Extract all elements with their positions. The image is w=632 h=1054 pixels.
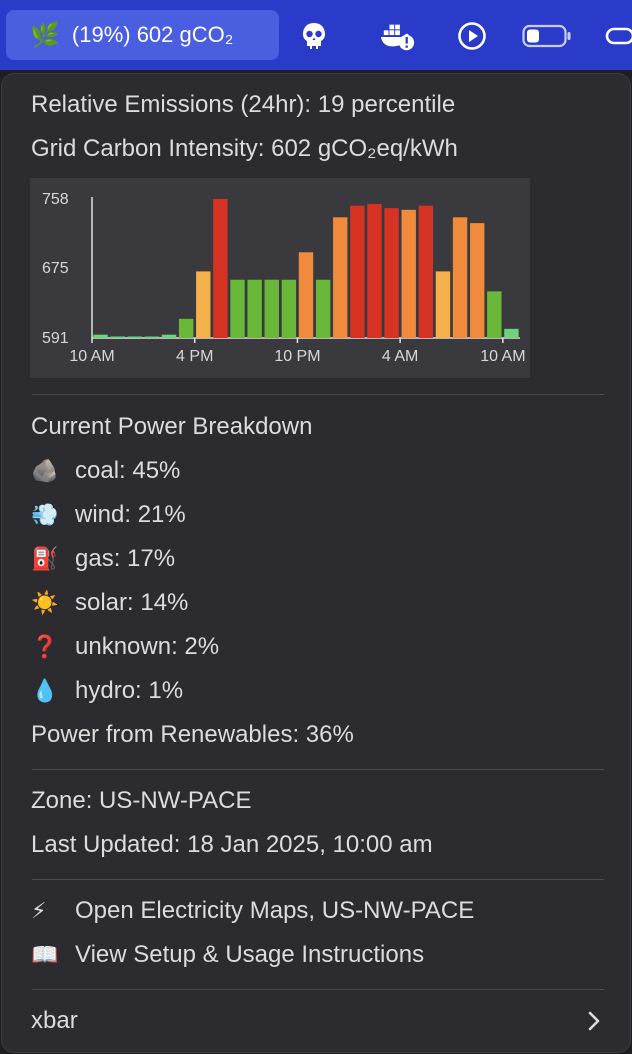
docker-alert-icon[interactable]: [380, 18, 416, 54]
view-instructions-item[interactable]: 📖 View Setup & Usage Instructions: [31, 940, 424, 970]
breakdown-label: coal: 45%: [75, 457, 181, 484]
zone-item[interactable]: Zone: US-NW-PACE: [31, 787, 252, 814]
chart-bar: [127, 336, 142, 338]
separator: [32, 769, 604, 770]
separator: [32, 989, 604, 990]
breakdown-item-hydro[interactable]: 💧 hydro: 1%: [31, 676, 183, 706]
chart-bar: [298, 252, 314, 338]
chart-x-tick-label: 10 AM: [69, 348, 114, 365]
chart-bar: [230, 279, 245, 338]
chart-bar: [384, 208, 399, 338]
wind-icon: 💨: [31, 502, 59, 527]
chart-bar: [487, 291, 502, 338]
chart-y-tick-label: 591: [42, 330, 69, 347]
chart-bar: [350, 205, 365, 338]
dropdown-menu: Relative Emissions (24hr): 19 percentile…: [2, 74, 630, 1052]
chart-bar: [315, 279, 331, 338]
breakdown-label: gas: 17%: [75, 545, 176, 572]
question-mark-icon: ❓: [31, 634, 59, 659]
skull-icon[interactable]: [296, 18, 332, 54]
chart-x-tick-label: 4 AM: [382, 348, 418, 365]
chart-bar: [401, 209, 416, 338]
droplet-icon: 💧: [31, 678, 59, 703]
breakdown-item-coal[interactable]: 🪨 coal: 45%: [31, 456, 180, 486]
chart-bar: [281, 279, 297, 338]
chart-x-tick-label: 10 PM: [274, 348, 320, 365]
chevron-right-icon[interactable]: [584, 1009, 604, 1033]
menu-bar: 🌿 (19%) 602 gCO₂: [0, 0, 632, 70]
rock-icon: 🪨: [31, 458, 59, 483]
play-circle-icon[interactable]: [454, 18, 490, 54]
chart-y-tick-label: 675: [42, 260, 69, 277]
breakdown-label: hydro: 1%: [75, 677, 184, 704]
open-electricity-maps-item[interactable]: ⚡ Open Electricity Maps, US-NW-PACE: [31, 896, 474, 926]
breakdown-label: solar: 14%: [75, 589, 189, 616]
chart-bar: [178, 318, 194, 338]
action-label: Open Electricity Maps, US-NW-PACE: [75, 897, 475, 924]
chart-x-tick-label: 4 PM: [176, 348, 213, 365]
chart-bar: [435, 271, 451, 338]
chart-bar: [213, 199, 228, 338]
chart-bar: [196, 271, 211, 338]
chart-x-tick-label: 10 AM: [480, 348, 525, 365]
battery-icon[interactable]: [522, 18, 572, 54]
chart-bar: [504, 328, 519, 338]
breakdown-label: unknown: 2%: [75, 633, 220, 660]
chart-bar: [161, 334, 177, 338]
carbon-status-menu-item[interactable]: 🌿 (19%) 602 gCO₂: [6, 10, 279, 60]
chart-bar: [418, 205, 434, 338]
chart-bar: [264, 279, 279, 338]
book-icon: 📖: [31, 942, 59, 967]
fuel-pump-icon: ⛽: [31, 546, 59, 571]
breakdown-label: wind: 21%: [75, 501, 186, 528]
chart-bar: [367, 203, 382, 338]
relative-emissions-item[interactable]: Relative Emissions (24hr): 19 percentile: [31, 91, 456, 118]
chart-bar: [144, 336, 160, 338]
xbar-item[interactable]: xbar: [31, 1007, 78, 1034]
breakdown-title: Current Power Breakdown: [31, 413, 313, 440]
chart-bar: [452, 217, 468, 338]
link-icon[interactable]: [604, 18, 632, 54]
sun-icon: ☀️: [31, 590, 59, 615]
breakdown-item-wind[interactable]: 💨 wind: 21%: [31, 500, 186, 530]
breakdown-item-unknown[interactable]: ❓ unknown: 2%: [31, 632, 219, 662]
separator: [32, 394, 604, 395]
action-label: View Setup & Usage Instructions: [75, 941, 425, 968]
chart-bar: [470, 223, 485, 338]
chart-bar: [93, 334, 108, 338]
chart-bar: [110, 336, 125, 338]
separator: [32, 879, 604, 880]
chart-bar: [333, 217, 348, 338]
grid-intensity-item[interactable]: Grid Carbon Intensity: 602 gCO₂eq/kWh: [31, 135, 458, 162]
breakdown-item-gas[interactable]: ⛽ gas: 17%: [31, 544, 175, 574]
chart-y-tick-label: 758: [42, 191, 69, 208]
chart-bar: [247, 279, 262, 338]
lightning-icon: ⚡: [31, 898, 47, 923]
breakdown-item-solar[interactable]: ☀️ solar: 14%: [31, 588, 188, 618]
last-updated-item[interactable]: Last Updated: 18 Jan 2025, 10:00 am: [31, 831, 433, 858]
carbon-status-label: (19%) 602 gCO₂: [71, 22, 234, 47]
leaf-icon: 🌿: [30, 21, 60, 49]
carbon-intensity-chart: 758 675 591 10 AM 4 PM 10 PM 4 AM 10 AM: [30, 178, 530, 378]
renewables-item[interactable]: Power from Renewables: 36%: [31, 721, 354, 748]
